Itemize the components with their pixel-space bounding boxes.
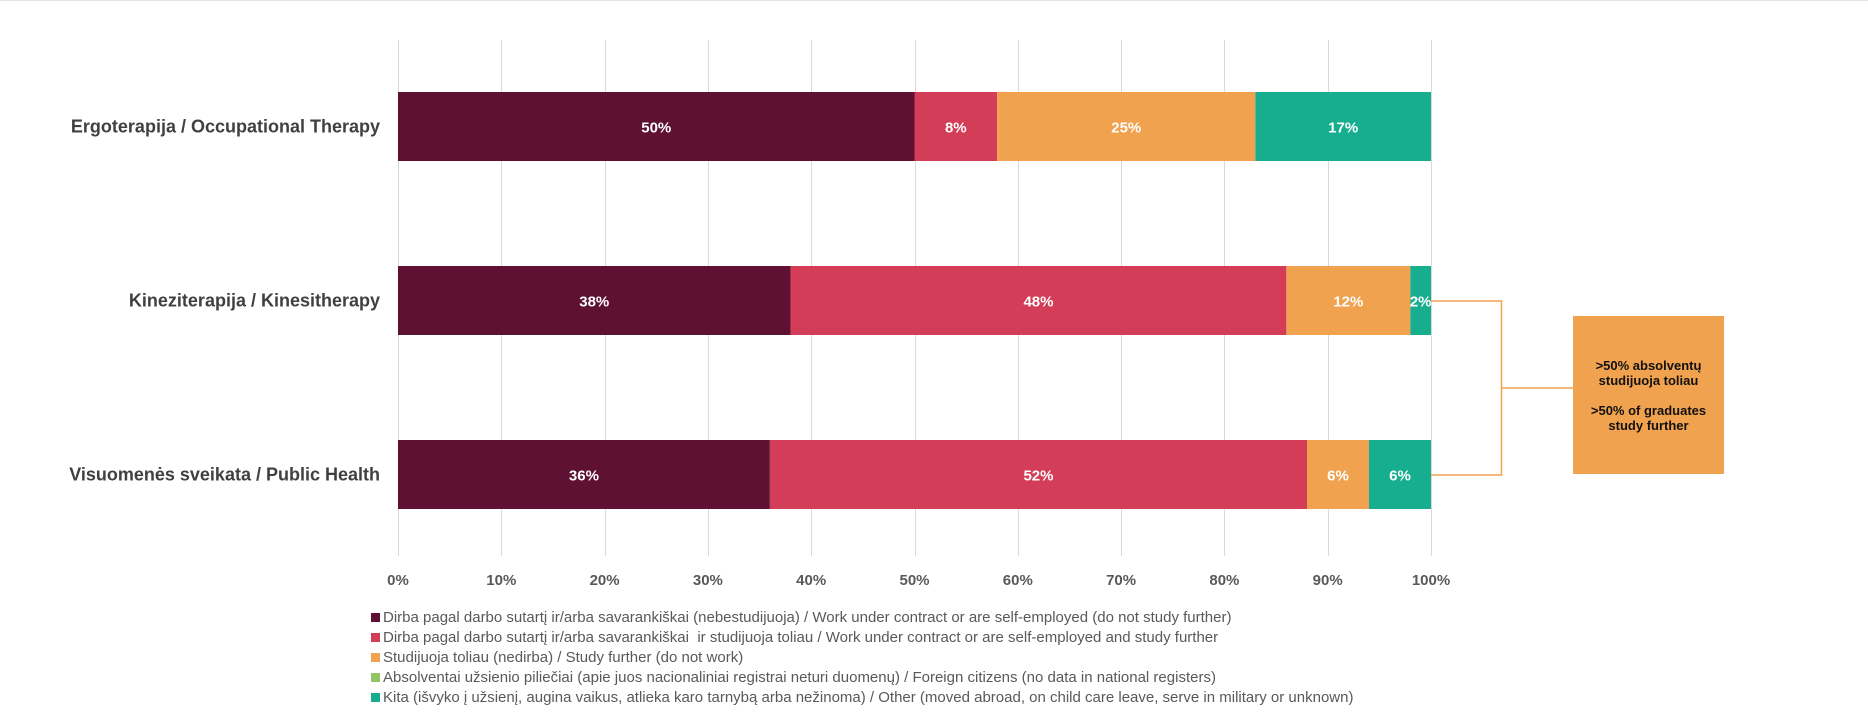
data-label: 17% <box>1328 120 1358 137</box>
bar-segment <box>398 440 770 509</box>
x-tick-label: 10% <box>486 572 516 589</box>
bar-segment <box>769 440 1308 509</box>
bar-segment <box>1307 440 1370 509</box>
legend-label: Kita (išvyko į užsienį, augina vaikus, a… <box>383 688 1354 706</box>
legend-swatch <box>371 692 380 702</box>
bar-segment <box>790 266 1287 335</box>
data-label: 6% <box>1389 468 1411 485</box>
legend-label: Dirba pagal darbo sutartį ir/arba savara… <box>383 628 1219 646</box>
legend-item: Dirba pagal darbo sutartį ir/arba savara… <box>371 607 1353 627</box>
category-label: Ergoterapija / Occupational Therapy <box>71 117 380 137</box>
legend-item: Kita (išvyko į užsienį, augina vaikus, a… <box>371 687 1353 707</box>
bar-segment <box>1369 440 1431 509</box>
data-label: 38% <box>579 294 609 311</box>
x-axis-ticks: 0% 10% 20% 30% 40% 50% 60% 70% 80% 90% 100% <box>387 572 1450 589</box>
data-label: 6% <box>1327 468 1349 485</box>
category-label: Visuomenės sveikata / Public Health <box>69 465 380 485</box>
x-tick-label: 80% <box>1209 572 1239 589</box>
legend-swatch <box>371 652 380 662</box>
bar-series: 50% 8% 25% 17% 38% 48% 12% 2% 36% 52% 6% 6% <box>398 92 1432 509</box>
legend-item: Studijuoja toliau (nedirba) / Study furt… <box>371 647 1353 667</box>
x-tick-label: 70% <box>1106 572 1136 589</box>
bar-segment <box>398 92 915 161</box>
bar-segment <box>997 92 1256 161</box>
data-label: 50% <box>641 120 671 137</box>
legend-swatch <box>371 632 380 642</box>
bar-segment <box>1286 266 1411 335</box>
x-tick-label: 0% <box>387 572 409 589</box>
top-border <box>0 0 1868 1</box>
legend-swatch <box>371 612 380 622</box>
callout-line: >50% of graduates <box>1590 402 1707 418</box>
callout-line: >50% absolventų <box>1595 357 1702 373</box>
callout-line: studijuoja toliau <box>1598 372 1699 388</box>
annotation-bracket <box>1431 300 1573 476</box>
data-label: 8% <box>945 120 967 137</box>
bar-segment <box>914 92 998 161</box>
x-tick-label: 90% <box>1313 572 1343 589</box>
annotation-callout: >50% absolventų studijuoja toliau >50% o… <box>1573 316 1724 474</box>
category-labels: Ergoterapija / Occupational Therapy Kinez… <box>69 117 380 485</box>
x-tick-label: 30% <box>693 572 723 589</box>
legend-item: Absolventai užsienio piliečiai (apie juo… <box>371 667 1353 687</box>
category-label: Kineziterapija / Kinesitherapy <box>129 291 380 311</box>
bracket-line <box>1431 300 1503 476</box>
data-label: 48% <box>1023 294 1053 311</box>
data-label: 12% <box>1333 294 1363 311</box>
legend: Dirba pagal darbo sutartį ir/arba savara… <box>371 607 1353 707</box>
x-tick-label: 20% <box>590 572 620 589</box>
bar-segment <box>398 266 791 335</box>
data-label: 52% <box>1023 468 1053 485</box>
legend-swatch <box>371 672 380 682</box>
x-tick-label: 40% <box>796 572 826 589</box>
legend-label: Absolventai užsienio piliečiai (apie juo… <box>383 668 1216 686</box>
data-label: 2% <box>1410 294 1432 311</box>
bar-segment <box>1410 266 1431 335</box>
legend-label: Studijuoja toliau (nedirba) / Study furt… <box>383 648 744 666</box>
x-tick-label: 60% <box>1003 572 1033 589</box>
legend-label: Dirba pagal darbo sutartį ir/arba savara… <box>383 608 1232 626</box>
x-tick-label: 100% <box>1412 572 1450 589</box>
x-tick-label: 50% <box>899 572 929 589</box>
bar-segment <box>1255 92 1431 161</box>
callout-line: study further <box>1608 417 1689 433</box>
data-label: 36% <box>569 468 599 485</box>
legend-item: Dirba pagal darbo sutartį ir/arba savara… <box>371 627 1353 647</box>
data-label: 25% <box>1111 120 1141 137</box>
